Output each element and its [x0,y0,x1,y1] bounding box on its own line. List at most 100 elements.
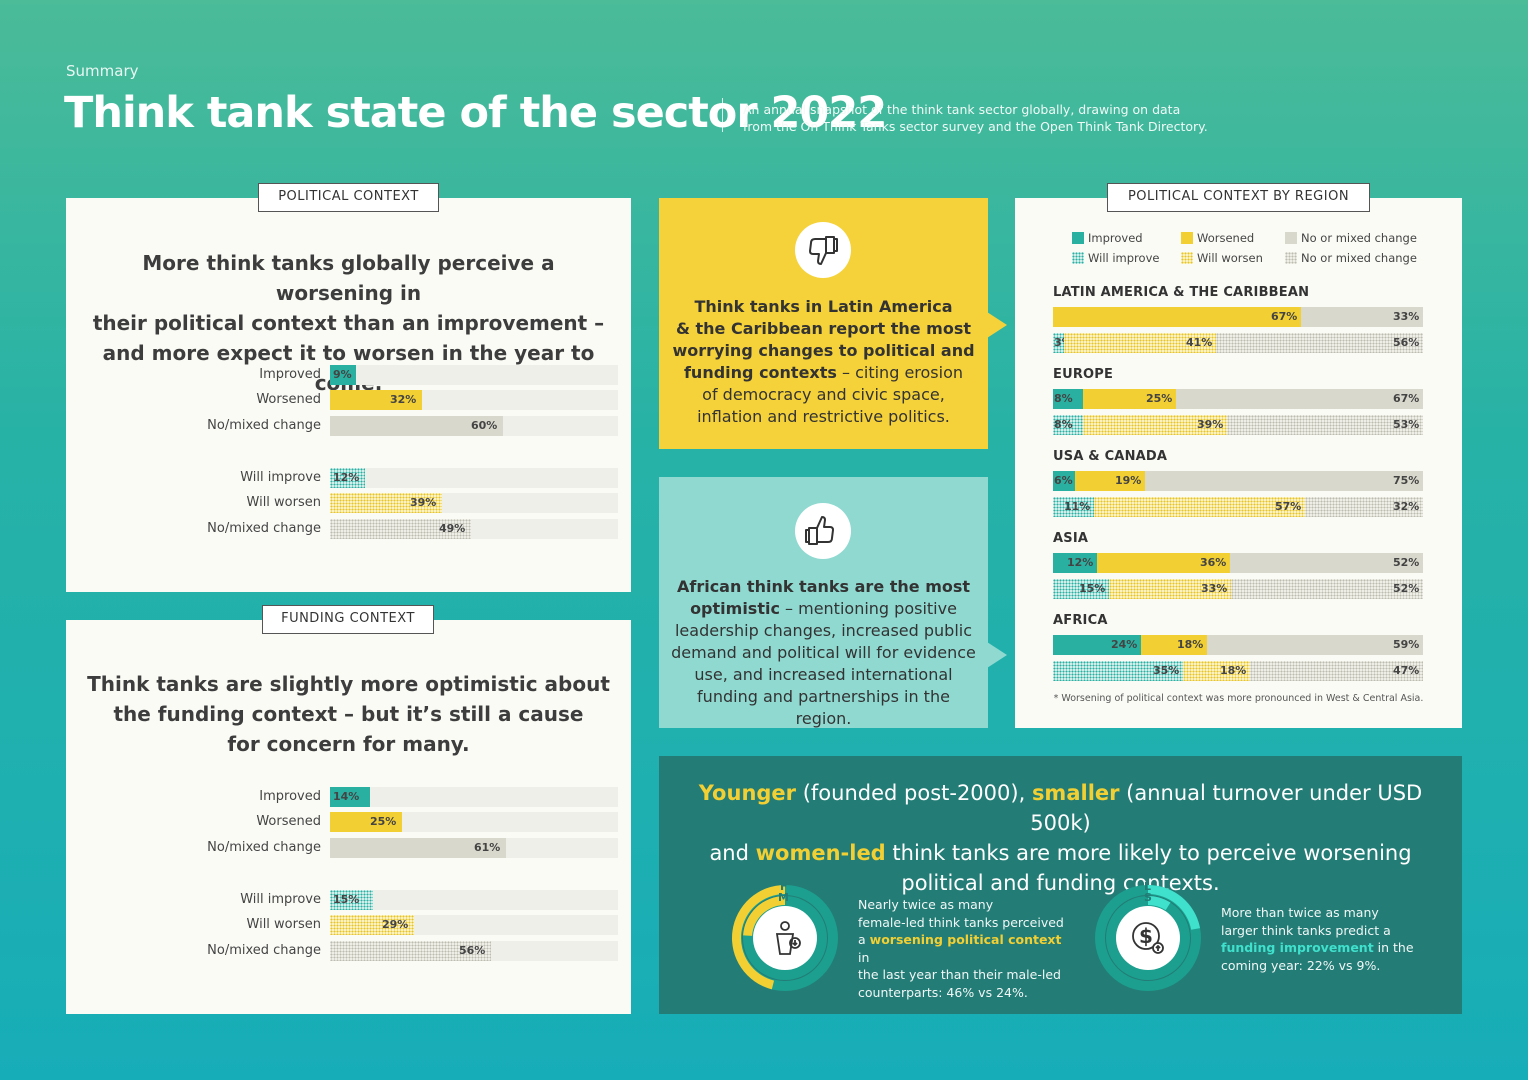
region-current-bar: 8% 25% 67% [1053,389,1423,409]
subtitle-line: from the On Think Tanks sector survey an… [743,119,1208,134]
region-segment [1301,307,1423,327]
legend-label: Will improve [1088,251,1160,265]
bar-row: Improved 9% [136,365,618,385]
text-line: funding and partnerships in the region. [697,687,950,728]
region-segment [1083,389,1176,409]
highlight-word: women-led [755,841,886,865]
region-segment [1176,389,1423,409]
region-segment [1231,579,1423,599]
bar-category-label: Will worsen [246,495,321,510]
text-fragment: think tanks are more likely to perceive … [885,841,1412,865]
funding-context-tag: FUNDING CONTEXT [262,605,434,634]
region-segment [1250,661,1423,681]
legend-swatch [1285,232,1297,244]
region-title: ASIA [1053,531,1089,546]
bar-value-label: 15% [333,893,360,906]
region-segment [1305,497,1423,517]
bold-line: & the Caribbean report the most [675,319,971,338]
region-value-label: 24% [1111,638,1138,651]
thumbs-up-icon [795,503,851,559]
africa-pointer-arrow [987,642,1007,668]
bar [330,493,442,513]
ring-label-m: M [778,891,789,904]
bar-row: Worsened 25% [136,812,618,832]
bar-category-label: No/mixed change [207,418,321,433]
region-panel: Improved Worsened No or mixed change Wil… [1015,198,1462,728]
text-line: the last year than their male-led [858,967,1061,982]
region-segment [1094,497,1305,517]
male-ring-segment [743,896,785,936]
small-ring-segment [1148,896,1171,911]
text-fragment: – mentioning positive [779,599,957,618]
bar-category-label: No/mixed change [207,840,321,855]
region-value-label: 19% [1115,474,1142,487]
region-segment [1053,415,1083,435]
text-line: More than twice as many [1221,905,1379,920]
heading-line: the funding context – but it’s still a c… [113,702,584,726]
text-fragment: – citing erosion [836,363,964,382]
bar-track: 29% [330,915,618,935]
ring-center [1116,906,1180,970]
bar-row: Will improve 15% [136,890,618,910]
bar-category-label: No/mixed change [207,521,321,536]
text-line: larger think tanks predict a [1221,922,1391,938]
latam-callout-text: Think tanks in Latin America & the Carib… [669,296,978,428]
region-segment [1227,415,1423,435]
bar-category-label: Worsened [256,814,321,829]
bar-value-label: 9% [333,368,352,381]
stat-size-text: More than twice as many larger think tan… [1221,904,1421,974]
region-value-label: 18% [1177,638,1204,651]
bar-category-label: No/mixed change [207,943,321,958]
region-value-label: 12% [1067,556,1094,569]
female-ring-segment [732,885,785,990]
bar-track: 32% [330,390,618,410]
region-value-label: 41% [1186,336,1213,349]
bar-category-label: Will improve [240,892,321,907]
ring-center [753,906,817,970]
region-value-label: 52% [1393,556,1420,569]
text-fragment: and [709,841,756,865]
bar [330,787,370,807]
bar-category-label: Worsened [256,392,321,407]
region-segment [1216,333,1423,353]
thumbs-down-icon [795,222,851,278]
bar-value-label: 56% [459,944,486,957]
region-segment [1097,553,1230,573]
heading-line: their political context than an improvem… [92,311,605,335]
africa-callout: African think tanks are the most optimis… [659,477,988,728]
bar-track: 60% [330,416,618,436]
subtitle-line: An annual snapshot of the think tank sec… [743,102,1181,117]
bar-track: 12% [330,468,618,488]
region-value-label: 56% [1393,336,1420,349]
political-heading: More think tanks globally perceive a wor… [86,248,611,398]
region-segment [1141,635,1207,655]
bar-category-label: Will improve [240,470,321,485]
region-segment [1183,661,1250,681]
region-value-label: 15% [1079,582,1106,595]
legend-swatch [1285,252,1297,264]
svg-text:$: $ [1139,924,1153,948]
text-fragment: in the [1373,940,1414,955]
region-segment [1207,635,1423,655]
region-segment [1109,579,1231,599]
bar-track: 61% [330,838,618,858]
bold-line: funding contexts [683,363,837,382]
bar-row: No/mixed change 61% [136,838,618,858]
region-title: EUROPE [1053,367,1114,382]
africa-callout-text: African think tanks are the most optimis… [669,576,978,730]
title-divider [722,98,723,132]
bold-line: African think tanks are the most [676,577,971,596]
region-segment [1064,333,1216,353]
region-segment [1145,471,1423,491]
legend-label: No or mixed change [1301,251,1417,265]
bar-row: No/mixed change 56% [136,941,618,961]
region-segment [1053,661,1183,681]
region-value-label: 57% [1275,500,1302,513]
region-segment [1053,497,1094,517]
highlight-text: worsening political context [869,932,1062,947]
ring-label-s: S [1144,891,1152,904]
ring-label-l: L [1144,880,1151,893]
region-forecast-bar: 8% 39% 53% [1053,415,1423,435]
stat-gender-text: Nearly twice as many female-led think ta… [858,896,1068,1001]
bar-row: Will worsen 29% [136,915,618,935]
